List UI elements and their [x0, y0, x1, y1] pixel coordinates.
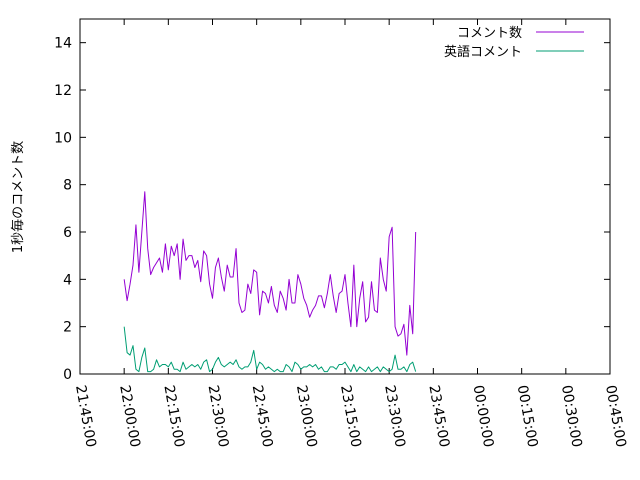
x-tick-label: 22:00:00 — [116, 384, 143, 449]
x-tick-label: 22:45:00 — [249, 384, 276, 449]
x-tick-label: 21:45:00 — [72, 384, 99, 449]
series-line-0 — [123, 191, 417, 356]
x-tick-label: 23:15:00 — [337, 384, 364, 449]
y-tick-label: 14 — [54, 36, 72, 52]
x-tick-label: 00:30:00 — [558, 384, 585, 449]
y-tick-label: 4 — [63, 272, 72, 288]
y-axis-label: 1秒毎のコメント数 — [10, 141, 26, 253]
series-line-1 — [123, 326, 417, 373]
y-tick-label: 12 — [54, 83, 72, 99]
series-layer — [123, 191, 417, 373]
y-tick-label: 2 — [63, 320, 72, 336]
plot-frame — [79, 18, 611, 375]
y-tick-label: 0 — [63, 367, 72, 383]
x-tick-label: 00:00:00 — [470, 384, 497, 449]
x-tick-label: 00:15:00 — [514, 384, 541, 449]
x-tick-label: 22:15:00 — [160, 384, 187, 449]
y-axis: 0 2 4 6 8 10 12 14 — [54, 36, 610, 383]
x-tick-label: 23:45:00 — [425, 384, 452, 449]
x-tick-label: 22:30:00 — [205, 384, 232, 449]
x-tick-label: 23:30:00 — [381, 384, 408, 449]
x-axis: 21:45:00 22:00:00 22:15:00 22:30:00 22:45:00… — [72, 19, 629, 449]
x-tick-label: 23:00:00 — [293, 384, 320, 449]
x-tick-label: 00:45:00 — [602, 384, 629, 449]
legend-label-0: コメント数 — [457, 26, 522, 41]
y-tick-label: 6 — [63, 225, 72, 241]
legend-label-1: 英語コメント — [444, 44, 522, 60]
y-tick-label: 8 — [63, 178, 72, 194]
y-tick-label: 10 — [54, 130, 72, 146]
